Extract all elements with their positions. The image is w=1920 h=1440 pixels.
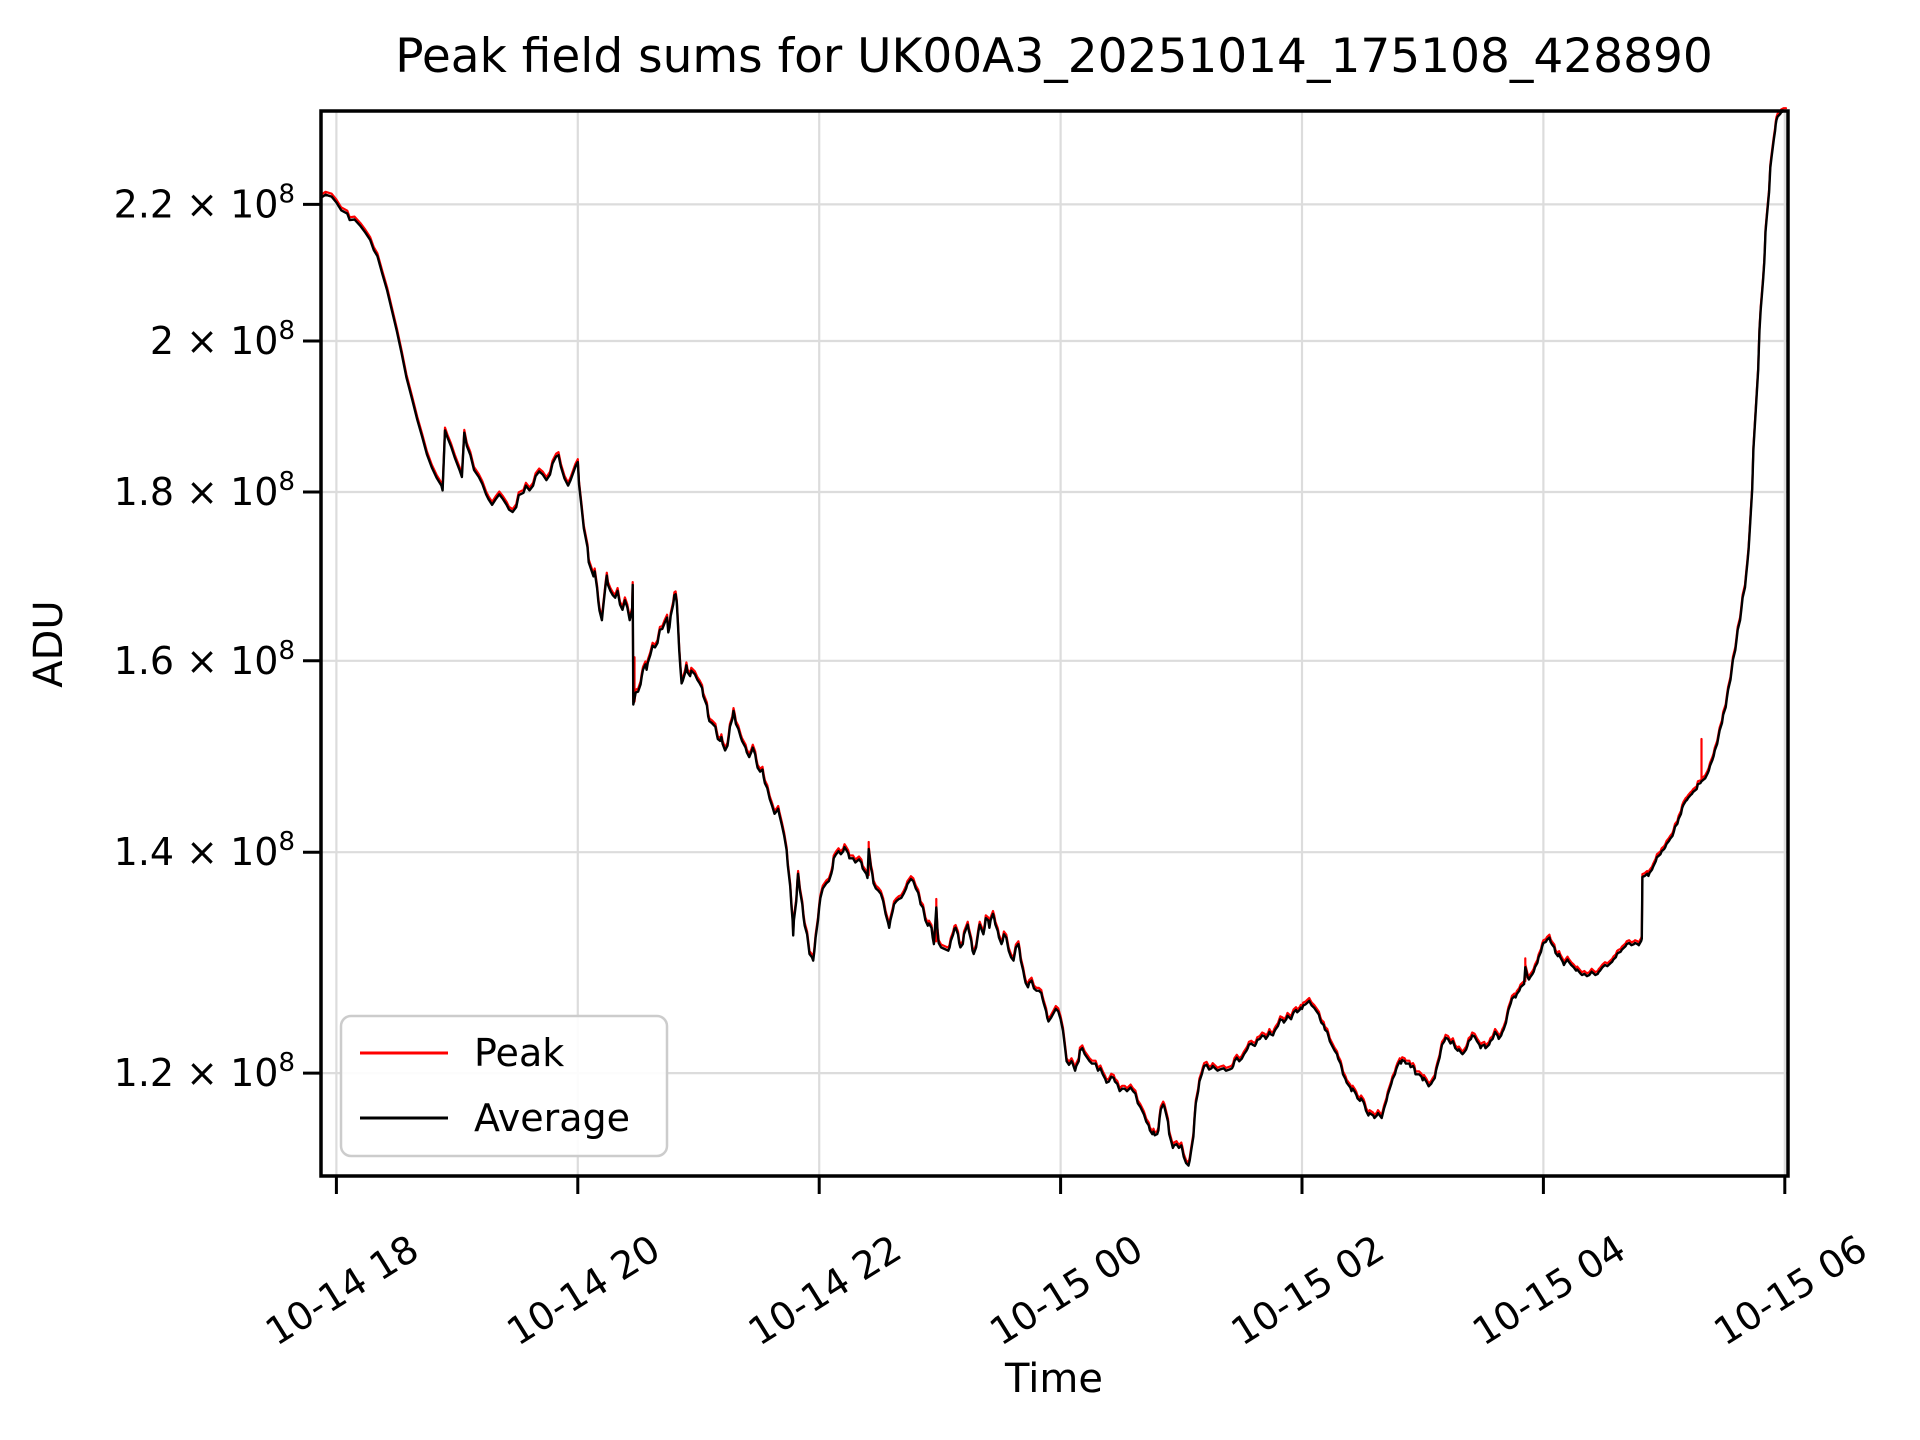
y-tick-label: 2.2 × 108 [114, 179, 295, 226]
y-tick-labels: 1.2 × 108 1.4 × 108 1.6 × 108 1.8 × 108 2 × … [114, 179, 295, 1095]
legend-label-average: Average [474, 1096, 630, 1140]
legend-box [339, 1014, 669, 1158]
y-tick-label: 1.6 × 108 [114, 636, 295, 683]
legend-label-peak: Peak [474, 1031, 564, 1075]
axis-ticks [303, 202, 1787, 1194]
x-axis-label: Time [1004, 1356, 1103, 1402]
chart-title: Peak field sums for UK00A3_20251014_1751… [395, 29, 1713, 84]
y-tick-label: 1.2 × 108 [114, 1048, 295, 1095]
y-tick-label: 1.4 × 108 [114, 827, 295, 874]
y-tick-label: 1.8 × 108 [114, 467, 295, 514]
grid [321, 111, 1788, 1176]
average-line [319, 109, 1788, 1167]
y-axis-label: ADU [26, 600, 72, 687]
legend: Peak Average [339, 1014, 669, 1158]
plot-border [319, 109, 1790, 1178]
y-tick-label: 2 × 108 [150, 316, 295, 363]
